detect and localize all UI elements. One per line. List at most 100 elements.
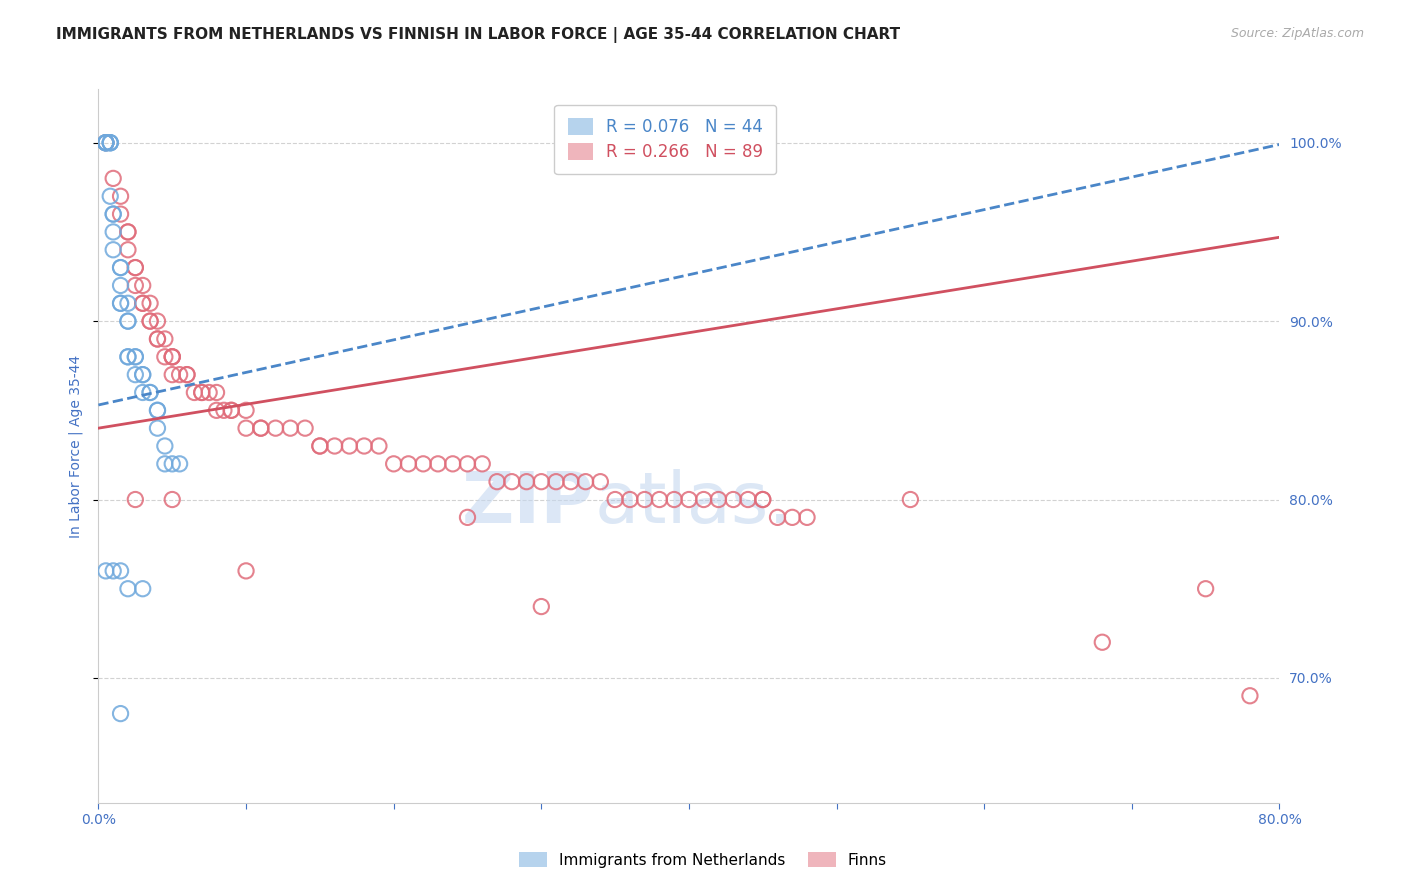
Point	[560, 475, 582, 489]
Point	[634, 492, 657, 507]
Point	[427, 457, 450, 471]
Point	[94, 136, 117, 150]
Legend: R = 0.076   N = 44, R = 0.266   N = 89: R = 0.076 N = 44, R = 0.266 N = 89	[554, 104, 776, 174]
Point	[382, 457, 405, 471]
Point	[162, 350, 183, 364]
Point	[589, 475, 612, 489]
Point	[124, 368, 146, 382]
Point	[766, 510, 789, 524]
Point	[1091, 635, 1114, 649]
Point	[212, 403, 235, 417]
Point	[103, 171, 125, 186]
Point	[398, 457, 420, 471]
Point	[94, 136, 117, 150]
Point	[235, 403, 257, 417]
Point	[486, 475, 509, 489]
Point	[117, 225, 139, 239]
Point	[117, 314, 139, 328]
Point	[412, 457, 434, 471]
Point	[235, 564, 257, 578]
Point	[146, 421, 169, 435]
Point	[98, 136, 121, 150]
Point	[117, 296, 139, 310]
Point	[530, 599, 553, 614]
Point	[110, 207, 132, 221]
Point	[139, 314, 162, 328]
Text: IMMIGRANTS FROM NETHERLANDS VS FINNISH IN LABOR FORCE | AGE 35-44 CORRELATION CH: IMMIGRANTS FROM NETHERLANDS VS FINNISH I…	[56, 27, 900, 43]
Point	[110, 296, 132, 310]
Legend: Immigrants from Netherlands, Finns: Immigrants from Netherlands, Finns	[512, 844, 894, 875]
Point	[124, 260, 146, 275]
Point	[103, 207, 125, 221]
Point	[309, 439, 332, 453]
Point	[94, 136, 117, 150]
Point	[664, 492, 686, 507]
Point	[198, 385, 221, 400]
Point	[1195, 582, 1218, 596]
Point	[139, 385, 162, 400]
Point	[146, 332, 169, 346]
Point	[98, 136, 121, 150]
Point	[117, 350, 139, 364]
Point	[205, 403, 228, 417]
Point	[501, 475, 523, 489]
Point	[132, 368, 155, 382]
Point	[124, 350, 146, 364]
Point	[139, 385, 162, 400]
Point	[110, 260, 132, 275]
Point	[146, 314, 169, 328]
Point	[530, 475, 553, 489]
Point	[132, 368, 155, 382]
Point	[124, 350, 146, 364]
Point	[723, 492, 745, 507]
Point	[162, 457, 183, 471]
Point	[752, 492, 775, 507]
Point	[605, 492, 627, 507]
Point	[1239, 689, 1261, 703]
Point	[110, 706, 132, 721]
Point	[103, 564, 125, 578]
Point	[309, 439, 332, 453]
Point	[124, 492, 146, 507]
Point	[94, 136, 117, 150]
Point	[169, 368, 191, 382]
Point	[110, 278, 132, 293]
Point	[221, 403, 243, 417]
Point	[516, 475, 538, 489]
Point	[169, 457, 191, 471]
Point	[117, 582, 139, 596]
Point	[162, 350, 183, 364]
Point	[132, 278, 155, 293]
Point	[110, 564, 132, 578]
Point	[132, 385, 155, 400]
Point	[110, 260, 132, 275]
Point	[153, 350, 176, 364]
Point	[124, 260, 146, 275]
Text: ZIP: ZIP	[463, 468, 595, 538]
Point	[117, 225, 139, 239]
Point	[117, 314, 139, 328]
Point	[132, 296, 155, 310]
Text: atlas.: atlas.	[595, 468, 792, 538]
Point	[146, 403, 169, 417]
Point	[132, 296, 155, 310]
Point	[205, 385, 228, 400]
Point	[457, 457, 479, 471]
Point	[752, 492, 775, 507]
Point	[221, 403, 243, 417]
Point	[250, 421, 273, 435]
Point	[124, 278, 146, 293]
Point	[94, 136, 117, 150]
Point	[737, 492, 759, 507]
Point	[162, 368, 183, 382]
Point	[146, 332, 169, 346]
Point	[619, 492, 641, 507]
Point	[900, 492, 922, 507]
Point	[264, 421, 287, 435]
Point	[782, 510, 804, 524]
Point	[353, 439, 375, 453]
Point	[678, 492, 700, 507]
Point	[146, 403, 169, 417]
Point	[139, 314, 162, 328]
Point	[471, 457, 494, 471]
